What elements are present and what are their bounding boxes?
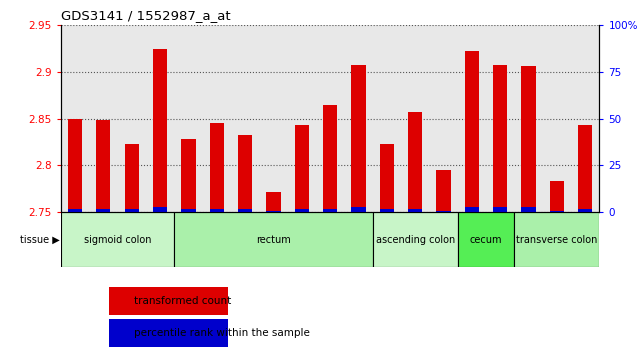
- Bar: [96, 120, 110, 212]
- Bar: [110, 287, 228, 315]
- Bar: [61, 212, 174, 267]
- Bar: [238, 135, 252, 212]
- Bar: [267, 192, 281, 212]
- Bar: [578, 209, 592, 212]
- Bar: [351, 207, 365, 212]
- Bar: [323, 105, 337, 212]
- Bar: [437, 211, 451, 212]
- Text: GDS3141 / 1552987_a_at: GDS3141 / 1552987_a_at: [61, 9, 231, 22]
- Bar: [578, 125, 592, 212]
- Bar: [210, 123, 224, 212]
- Bar: [465, 51, 479, 212]
- Bar: [351, 65, 365, 212]
- Bar: [124, 209, 139, 212]
- Bar: [550, 211, 564, 212]
- Bar: [458, 212, 514, 267]
- Bar: [493, 65, 507, 212]
- Bar: [181, 139, 196, 212]
- Bar: [295, 125, 309, 212]
- Bar: [521, 207, 536, 212]
- Bar: [408, 209, 422, 212]
- Text: cecum: cecum: [470, 235, 503, 245]
- Bar: [437, 170, 451, 212]
- Bar: [550, 182, 564, 212]
- Bar: [110, 319, 228, 347]
- Bar: [514, 212, 599, 267]
- Bar: [181, 209, 196, 212]
- Bar: [379, 144, 394, 212]
- Bar: [323, 209, 337, 212]
- Bar: [267, 211, 281, 212]
- Bar: [153, 49, 167, 212]
- Text: rectum: rectum: [256, 235, 291, 245]
- Bar: [521, 66, 536, 212]
- Bar: [379, 209, 394, 212]
- Bar: [124, 144, 139, 212]
- Bar: [68, 119, 82, 212]
- Bar: [174, 212, 372, 267]
- Text: transformed count: transformed count: [133, 296, 231, 306]
- Bar: [153, 207, 167, 212]
- Bar: [68, 209, 82, 212]
- Bar: [408, 112, 422, 212]
- Text: tissue ▶: tissue ▶: [20, 235, 60, 245]
- Text: ascending colon: ascending colon: [376, 235, 454, 245]
- Text: sigmoid colon: sigmoid colon: [84, 235, 151, 245]
- Bar: [96, 209, 110, 212]
- Bar: [372, 212, 458, 267]
- Text: transverse colon: transverse colon: [516, 235, 597, 245]
- Bar: [493, 207, 507, 212]
- Bar: [465, 207, 479, 212]
- Bar: [295, 209, 309, 212]
- Bar: [238, 209, 252, 212]
- Bar: [210, 209, 224, 212]
- Text: percentile rank within the sample: percentile rank within the sample: [133, 328, 310, 338]
